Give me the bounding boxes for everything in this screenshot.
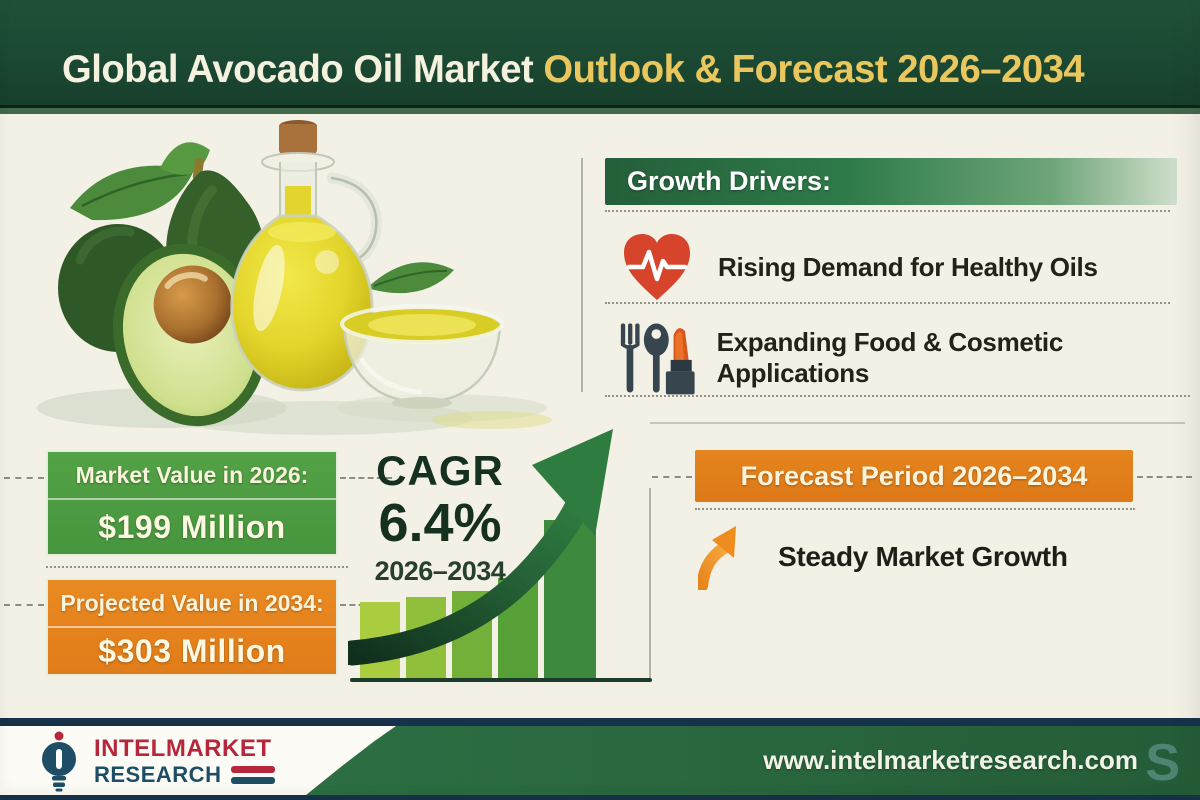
cutlery-lipstick-icon — [620, 323, 695, 395]
forecast-period-banner: Forecast Period 2026–2034 — [695, 450, 1133, 502]
driver-label: Expanding Food & Cosmetic Applications — [716, 327, 1064, 388]
title-accent: Outlook & Forecast 2026–2034 — [543, 48, 1085, 91]
steady-growth-row: Steady Market Growth — [698, 524, 1068, 590]
dashed-connector — [652, 476, 692, 478]
avocado-oil-illustration — [37, 120, 552, 435]
stat-label: Projected Value in 2034: — [48, 580, 336, 628]
footer-top-border — [0, 718, 1200, 726]
footer-green-panel — [306, 726, 1200, 795]
footer-bottom-border — [0, 795, 1200, 800]
steady-growth-label: Steady Market Growth — [778, 541, 1068, 572]
dotted-divider — [605, 302, 1170, 304]
header-divider-dark — [0, 105, 1200, 108]
dashed-connector — [340, 604, 374, 606]
chart-baseline — [350, 678, 652, 682]
cagr-period: 2026–2034 — [374, 556, 506, 586]
cagr-label: CAGR — [376, 447, 504, 494]
stat-label: Market Value in 2026: — [48, 452, 336, 500]
intelmarket-logo: INTELMARKET RESEARCH — [36, 730, 276, 792]
header-banner: Global Avocado Oil Market Outlook & Fore… — [0, 0, 1200, 105]
dashed-connector — [4, 604, 44, 606]
growth-drivers-heading: Growth Drivers: — [627, 166, 832, 196]
brand-text: INTELMARKET RESEARCH — [94, 734, 276, 787]
s-watermark: S — [1145, 734, 1180, 792]
website-url: www.intelmarketresearch.com — [763, 745, 1138, 775]
dashed-connector — [1137, 476, 1192, 478]
cagr-value: 6.4% — [378, 493, 502, 553]
title-main: Global Avocado Oil Market — [62, 48, 544, 91]
dotted-divider — [605, 210, 1170, 212]
growth-drivers-header: Growth Drivers: — [605, 158, 1177, 205]
lightbulb-icon — [42, 731, 76, 792]
vertical-divider-top — [581, 158, 583, 392]
header-divider-green — [0, 108, 1200, 114]
cagr-block: CAGR 6.4% 2026–2034 — [350, 450, 530, 585]
heart-pulse-icon — [624, 234, 690, 300]
solid-divider — [650, 422, 1185, 424]
market-value-2026-box: Market Value in 2026: $199 Million — [46, 450, 338, 556]
projected-value-2034-box: Projected Value in 2034: $303 Million — [46, 578, 338, 676]
driver-label: Rising Demand for Healthy Oils — [718, 251, 1098, 282]
forecast-heading: Forecast Period 2026–2034 — [740, 460, 1088, 491]
vertical-divider-bottom — [649, 488, 651, 682]
driver-row-food-cosmetic: Expanding Food & Cosmetic Applications — [618, 316, 1200, 400]
stat-value: $199 Million — [98, 508, 286, 545]
brand-sub: RESEARCH — [94, 761, 222, 787]
page-title: Global Avocado Oil Market Outlook & Fore… — [62, 48, 1085, 92]
footer — [0, 726, 1200, 795]
trend-chart — [348, 429, 652, 682]
dashed-connector — [4, 477, 44, 479]
growth-swoosh-arrow — [348, 429, 613, 666]
dotted-divider — [605, 395, 1190, 397]
dotted-divider — [695, 508, 1135, 510]
curved-up-arrow-icon — [698, 526, 736, 590]
dashed-connector — [340, 477, 392, 479]
brand-bars — [231, 765, 276, 784]
stat-value: $303 Million — [98, 632, 286, 669]
driver-row-healthy-oils: Rising Demand for Healthy Oils — [618, 227, 1098, 307]
dotted-divider — [46, 566, 348, 568]
brand-name: INTELMARKET — [94, 734, 272, 762]
